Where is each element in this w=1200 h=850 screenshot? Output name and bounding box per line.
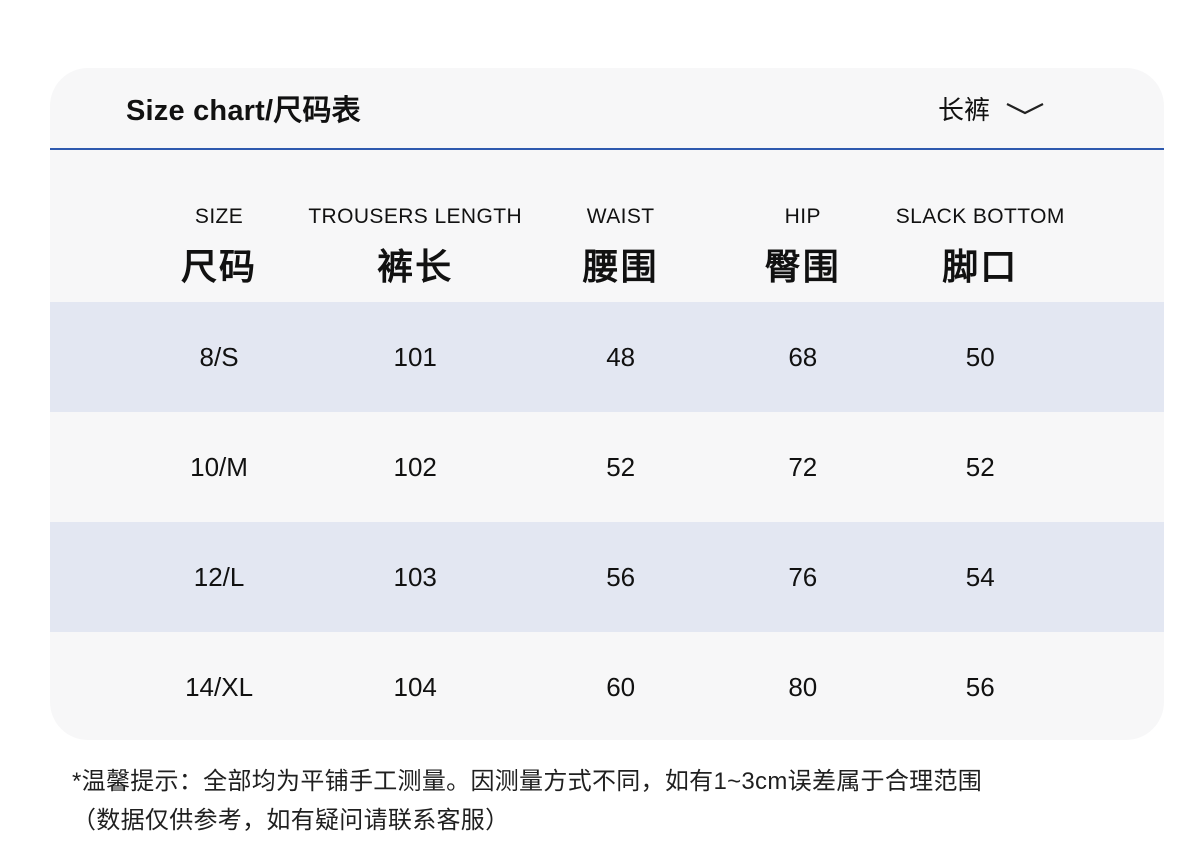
- cell-waist: 48: [606, 341, 636, 372]
- column-header-hip: HIP 臀围: [714, 205, 891, 290]
- size-chart-card: Size chart/尺码表 长裤 SIZE 尺码 TROUSERS LENGT…: [50, 68, 1164, 740]
- category-dropdown-label: 长裤: [937, 94, 990, 125]
- column-header-slack-bottom: SLACK BOTTOM 脚口: [892, 205, 1069, 290]
- disclaimer-line-1: *温馨提示：全部均为平铺手工测量。因测量方式不同，如有1~3cm误差属于合理范围: [72, 768, 983, 795]
- column-header-zh: 裤长: [377, 245, 454, 287]
- column-header-trousers-length: TROUSERS LENGTH 裤长: [303, 205, 527, 290]
- table-row: 10/M 102 52 72 52: [50, 412, 1164, 522]
- column-header-zh: 臀围: [764, 245, 841, 287]
- column-header-size: SIZE 尺码: [135, 205, 303, 290]
- table-row: 14/XL 104 60 80 56: [50, 632, 1164, 740]
- cell-hip: 80: [788, 671, 818, 702]
- measurement-disclaimer: *温馨提示：全部均为平铺手工测量。因测量方式不同，如有1~3cm误差属于合理范围…: [72, 762, 982, 840]
- cell-trousers-length: 104: [393, 671, 437, 702]
- cell-slack-bottom: 56: [965, 671, 995, 702]
- cell-slack-bottom: 50: [965, 341, 995, 372]
- column-header-zh: 脚口: [942, 245, 1019, 287]
- cell-waist: 56: [606, 561, 636, 592]
- column-header-en: SLACK BOTTOM: [895, 204, 1065, 228]
- size-table: SIZE 尺码 TROUSERS LENGTH 裤长 WAIST 腰围 HIP …: [50, 150, 1164, 740]
- cell-hip: 72: [788, 451, 818, 482]
- table-row: 8/S 101 48 68 50: [50, 302, 1164, 412]
- cell-slack-bottom: 52: [965, 451, 995, 482]
- cell-size: 8/S: [199, 341, 239, 372]
- table-row: 12/L 103 56 76 54: [50, 522, 1164, 632]
- cell-trousers-length: 103: [393, 561, 437, 592]
- column-header-zh: 腰围: [582, 245, 659, 287]
- column-header-waist: WAIST 腰围: [527, 205, 714, 290]
- cell-trousers-length: 102: [393, 451, 437, 482]
- cell-slack-bottom: 54: [965, 561, 995, 592]
- cell-waist: 60: [606, 671, 636, 702]
- cell-size: 14/XL: [185, 671, 254, 702]
- cell-size: 10/M: [190, 451, 248, 482]
- column-header-en: HIP: [784, 204, 821, 228]
- disclaimer-line-2: （数据仅供参考，如有疑问请联系客服）: [72, 807, 510, 834]
- column-header-en: WAIST: [586, 204, 655, 228]
- column-header-en: SIZE: [194, 204, 244, 228]
- cell-trousers-length: 101: [393, 341, 437, 372]
- cell-size: 12/L: [193, 561, 245, 592]
- cell-waist: 52: [606, 451, 636, 482]
- column-header-en: TROUSERS LENGTH: [308, 204, 523, 228]
- cell-hip: 68: [788, 341, 818, 372]
- page-title: Size chart/尺码表: [126, 95, 361, 127]
- size-chart-header: Size chart/尺码表 长裤: [50, 68, 1164, 150]
- table-header-row: SIZE 尺码 TROUSERS LENGTH 裤长 WAIST 腰围 HIP …: [50, 150, 1164, 302]
- chevron-down-icon: [1004, 101, 1046, 116]
- column-header-zh: 尺码: [181, 245, 258, 287]
- cell-hip: 76: [788, 561, 818, 592]
- category-dropdown[interactable]: 长裤: [938, 90, 1046, 127]
